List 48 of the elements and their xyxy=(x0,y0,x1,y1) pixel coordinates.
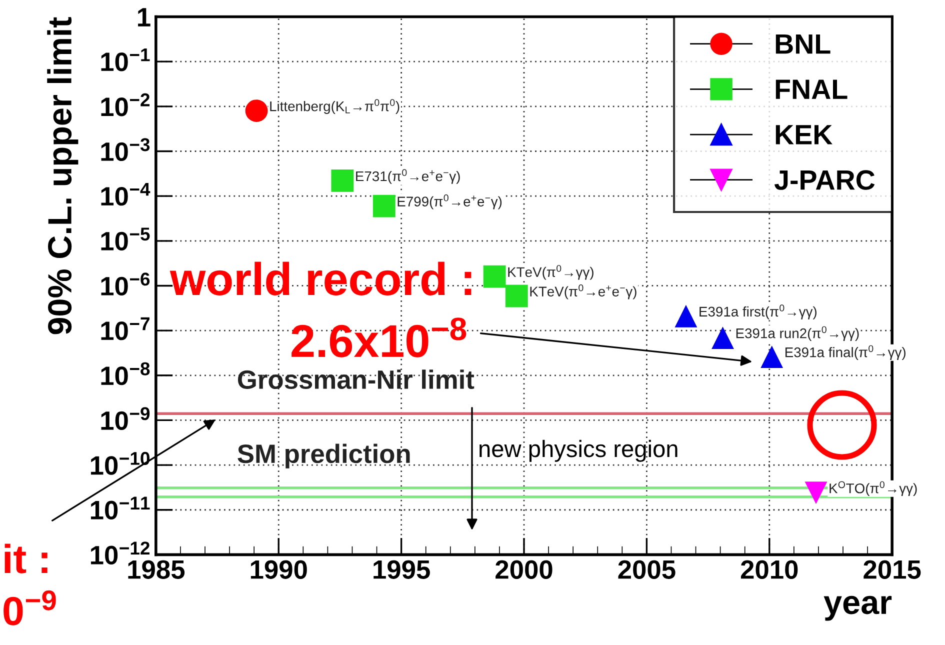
annotation: world record : xyxy=(170,262,472,296)
y-tick-label: 10$^{−11}$ xyxy=(90,496,150,520)
x-tick-label: 1990 xyxy=(250,560,307,579)
x-tick-label: 2000 xyxy=(496,560,552,579)
y-tick-label: 10$^{−6}$ xyxy=(101,272,150,296)
annotation: KTeV(π$^{0}$→e$^{+}$e$^{−}$γ) xyxy=(530,284,636,300)
point xyxy=(674,304,698,328)
y-axis-title: 90% C.L. upper limit xyxy=(47,17,78,334)
y-tick-label: 10$^{−4}$ xyxy=(101,182,150,206)
y-tick-label: 10$^{−1}$ xyxy=(101,48,150,72)
ref-line-label: Grossman-Nir limit xyxy=(238,370,474,390)
legend-label: KEK xyxy=(776,125,832,144)
y-tick-label: 10$^{−7}$ xyxy=(101,317,150,340)
point xyxy=(804,482,828,504)
annotation: E799(π$^{0}$→e$^{+}$e$^{−}$γ) xyxy=(398,194,502,210)
x-tick-label: 2010 xyxy=(740,560,798,579)
legend-label: BNL xyxy=(776,34,830,54)
text: 0$^{−9}$ xyxy=(4,590,56,626)
y-tick-label: 1 xyxy=(138,8,150,26)
point xyxy=(760,346,784,368)
x-tick-label: 1995 xyxy=(374,560,430,579)
annotation: KTeV(π$^{0}$→γγ) xyxy=(508,264,594,280)
x-tick-label: 2015 xyxy=(864,560,921,579)
annotation: K$^{O}$TO(π$^{0}$→γγ) xyxy=(830,481,917,496)
annotation: E391a run2(π$^{0}$→γγ) xyxy=(736,326,859,341)
point xyxy=(505,284,528,308)
point xyxy=(483,265,506,288)
legend-label: J-PARC xyxy=(774,170,875,190)
annotation: Littenberg(K$_{L}$→π$^{0}$π$^{0}$) xyxy=(270,99,400,114)
y-tick-label: 10$^{−2}$ xyxy=(101,93,150,116)
ref-line-label: SM prediction xyxy=(238,444,410,468)
annotation: 2.6x10$^{−8}$ xyxy=(292,318,466,358)
point xyxy=(712,326,734,349)
annotation: E391a final(π$^{0}$→γγ) xyxy=(785,345,906,360)
point xyxy=(372,194,396,218)
y-tick-label: 10$^{−5}$ xyxy=(101,228,150,250)
annotation: new physics region xyxy=(480,440,678,462)
y-tick-label: 10$^{−8}$ xyxy=(101,362,150,386)
y-tick-label: 10$^{−3}$ xyxy=(101,138,150,162)
x-axis-title: year xyxy=(824,596,892,621)
annotation: E731(π$^{0}$→e$^{+}$e$^{−}$γ) xyxy=(356,169,460,184)
point xyxy=(331,170,354,192)
y-tick-label: 10$^{−9}$ xyxy=(101,407,150,430)
annotation: E391a first(π$^{0}$→γγ) xyxy=(700,304,816,320)
text: it : xyxy=(4,544,48,574)
x-tick-label: 2005 xyxy=(618,560,676,579)
point xyxy=(245,100,268,122)
legend-label: FNAL xyxy=(776,80,848,99)
